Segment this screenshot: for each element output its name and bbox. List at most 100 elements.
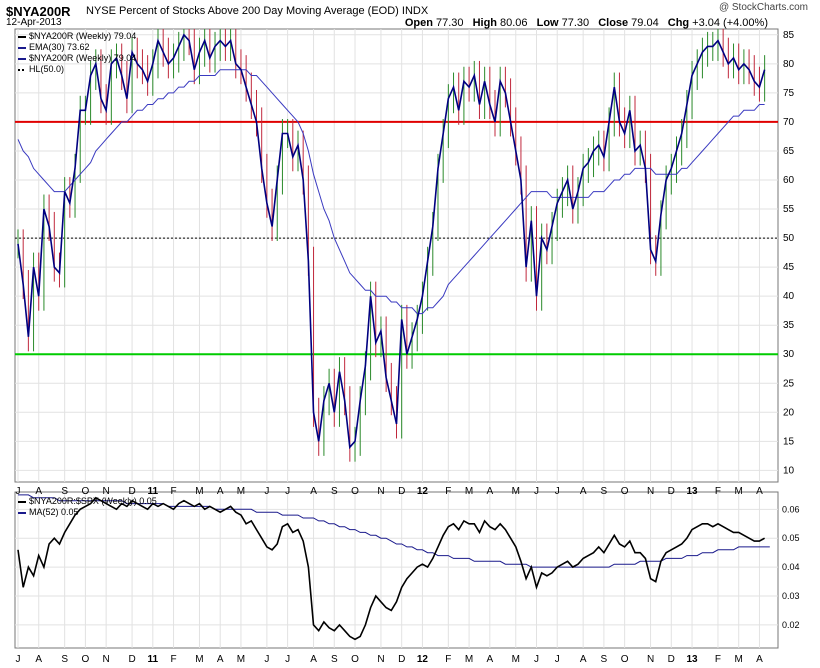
x-tick-label: 13 bbox=[686, 654, 698, 665]
chart-symbol: $NYA200R bbox=[6, 4, 71, 19]
x-tick-label: N bbox=[377, 486, 384, 497]
x-tick-label: S bbox=[331, 654, 338, 665]
x-tick-label: S bbox=[61, 654, 68, 665]
x-tick-label: O bbox=[82, 486, 90, 497]
price-line bbox=[17, 33, 766, 450]
y-tick-label: 40 bbox=[783, 291, 795, 302]
y-tick-label: 55 bbox=[783, 204, 795, 215]
x-tick-label: A bbox=[756, 486, 763, 497]
legend-entry-ma: MA(52) 0.05 bbox=[18, 507, 157, 518]
x-tick-label: 13 bbox=[686, 486, 698, 497]
y-tick-label: 85 bbox=[783, 30, 795, 41]
x-tick-label: S bbox=[601, 654, 608, 665]
x-tick-label: J bbox=[16, 486, 21, 497]
legend-label: $NYA200R (Weekly) 79.04 bbox=[29, 31, 137, 41]
x-tick-label: J bbox=[285, 486, 290, 497]
legend-entry-line: $NYA200R (Weekly) 79.04 bbox=[18, 53, 136, 64]
legend-label: HL(50.0) bbox=[29, 64, 65, 74]
x-tick-label: A bbox=[310, 486, 317, 497]
x-tick-label: D bbox=[668, 486, 675, 497]
legend-swatch bbox=[18, 500, 26, 503]
x-tick-label: M bbox=[735, 486, 743, 497]
x-tick-label: M bbox=[735, 654, 743, 665]
x-tick-label: J bbox=[264, 654, 269, 665]
legend-label: $NYA200R:$SPX (Weekly) 0.05 bbox=[29, 496, 157, 506]
x-tick-label: A bbox=[35, 654, 42, 665]
legend-swatch bbox=[18, 68, 26, 71]
x-tick-label: J bbox=[534, 486, 539, 497]
x-tick-label: M bbox=[512, 654, 520, 665]
x-tick-label: S bbox=[601, 486, 608, 497]
x-tick-label: D bbox=[398, 654, 405, 665]
legend-swatch bbox=[18, 511, 26, 514]
y-tick-label: 10 bbox=[783, 465, 795, 476]
y-tick-label: 15 bbox=[783, 436, 795, 447]
y-tick-label: 0.04 bbox=[782, 562, 800, 572]
x-tick-label: J bbox=[285, 654, 290, 665]
x-tick-label: M bbox=[195, 654, 203, 665]
high-label: High bbox=[472, 17, 498, 29]
x-tick-label: J bbox=[555, 654, 560, 665]
x-tick-label: N bbox=[647, 486, 654, 497]
open-value: 77.30 bbox=[435, 17, 464, 29]
low-label: Low bbox=[536, 17, 559, 29]
x-tick-label: O bbox=[82, 654, 90, 665]
y-tick-label: 75 bbox=[783, 88, 795, 99]
x-tick-label: J bbox=[16, 654, 21, 665]
y-tick-label: 20 bbox=[783, 407, 795, 418]
x-tick-label: F bbox=[445, 654, 451, 665]
low-value: 77.30 bbox=[561, 17, 590, 29]
x-tick-label: A bbox=[310, 654, 317, 665]
x-tick-label: D bbox=[128, 654, 135, 665]
x-tick-label: A bbox=[580, 486, 587, 497]
x-tick-label: D bbox=[398, 486, 405, 497]
open-label: Open bbox=[404, 17, 433, 29]
y-tick-label: 30 bbox=[783, 349, 795, 360]
x-tick-label: A bbox=[35, 486, 42, 497]
x-tick-label: F bbox=[715, 654, 721, 665]
x-tick-label: F bbox=[170, 486, 176, 497]
y-tick-label: 0.06 bbox=[782, 504, 800, 514]
y-tick-label: 0.05 bbox=[782, 533, 800, 543]
x-tick-label: M bbox=[237, 486, 245, 497]
y-tick-label: 80 bbox=[783, 59, 795, 70]
main-legend: $NYA200R (Weekly) 79.04 EMA(30) 73.62 $N… bbox=[18, 31, 136, 75]
y-tick-label: 60 bbox=[783, 175, 795, 186]
x-tick-label: A bbox=[580, 654, 587, 665]
y-tick-label: 35 bbox=[783, 320, 795, 331]
high-value: 80.06 bbox=[500, 17, 528, 29]
legend-entry-price: $NYA200R (Weekly) 79.04 bbox=[18, 31, 136, 42]
lower-legend: $NYA200R:$SPX (Weekly) 0.05 MA(52) 0.05 bbox=[18, 496, 157, 518]
x-tick-label: J bbox=[264, 486, 269, 497]
x-tick-label: 11 bbox=[148, 654, 159, 665]
legend-swatch bbox=[18, 35, 26, 38]
x-tick-label: O bbox=[351, 654, 359, 665]
y-tick-label: 70 bbox=[783, 117, 795, 128]
y-tick-label: 0.03 bbox=[782, 591, 800, 601]
x-tick-label: J bbox=[534, 654, 539, 665]
x-tick-label: M bbox=[195, 486, 203, 497]
legend-entry-ratio: $NYA200R:$SPX (Weekly) 0.05 bbox=[18, 496, 157, 507]
ma-52-line bbox=[18, 494, 770, 568]
x-tick-label: O bbox=[621, 654, 629, 665]
y-tick-label: 45 bbox=[783, 262, 795, 273]
x-tick-label: S bbox=[61, 486, 68, 497]
x-tick-label: A bbox=[217, 486, 224, 497]
x-tick-label: N bbox=[377, 654, 384, 665]
x-tick-label: 12 bbox=[417, 654, 429, 665]
x-tick-label: F bbox=[170, 654, 176, 665]
x-tick-label: N bbox=[103, 654, 110, 665]
chg-label: Chg bbox=[667, 17, 690, 29]
y-tick-label: 25 bbox=[783, 378, 795, 389]
legend-entry-ema: EMA(30) 73.62 bbox=[18, 42, 136, 53]
x-tick-label: N bbox=[647, 654, 654, 665]
x-tick-label: M bbox=[237, 654, 245, 665]
x-tick-label: D bbox=[128, 486, 135, 497]
legend-swatch bbox=[18, 46, 26, 49]
chg-value: +3.04 (+4.00%) bbox=[692, 17, 768, 29]
ratio-line bbox=[17, 496, 765, 641]
legend-label: $NYA200R (Weekly) 79.04 bbox=[29, 53, 137, 63]
x-tick-label: M bbox=[465, 486, 473, 497]
y-tick-label: 0.02 bbox=[782, 620, 800, 630]
